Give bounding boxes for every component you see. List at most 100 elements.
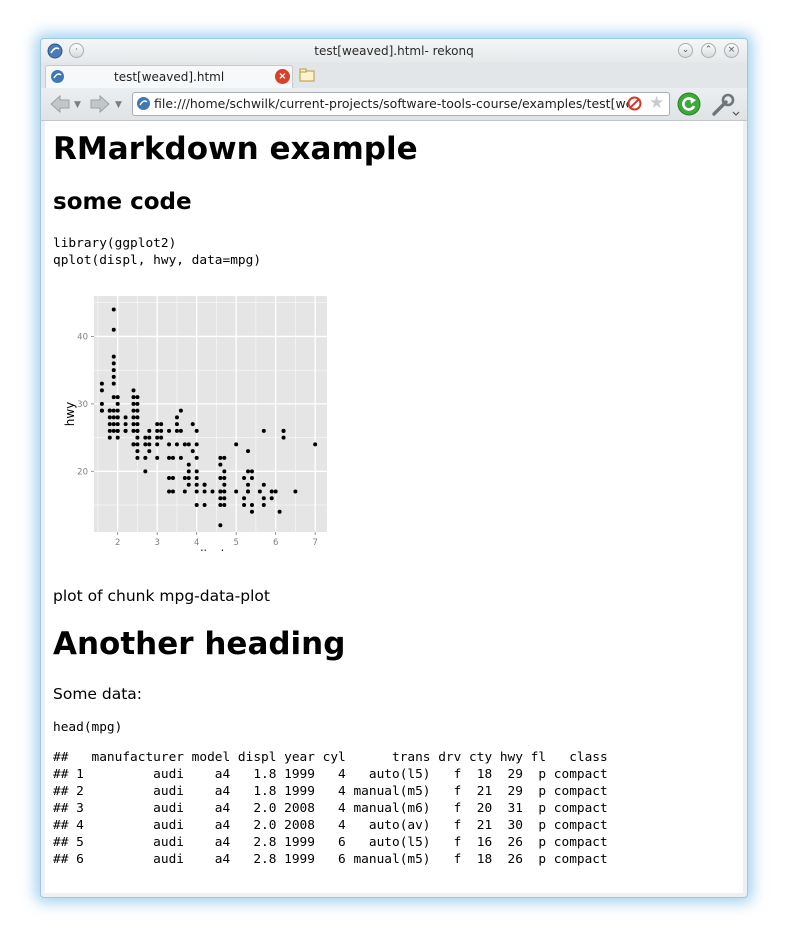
new-tab-icon[interactable] xyxy=(299,68,315,82)
page-content: RMarkdown example some code library(ggpl… xyxy=(45,121,743,893)
data-point xyxy=(222,476,227,481)
data-point xyxy=(123,415,128,420)
data-point xyxy=(269,496,274,501)
data-point xyxy=(261,482,266,487)
data-point xyxy=(111,381,116,386)
scatter-plot: 2 3 4 5 6 7 20 30 40 displ hwy xyxy=(63,296,327,551)
data-point xyxy=(107,428,112,433)
data-point xyxy=(218,455,223,460)
tab-active[interactable]: test[weaved].html × xyxy=(45,65,293,88)
data-point xyxy=(249,476,254,481)
data-point xyxy=(131,408,136,413)
window-menu-button[interactable]: · xyxy=(69,43,84,58)
data-point xyxy=(99,388,104,393)
data-point xyxy=(313,442,318,447)
data-point xyxy=(210,489,215,494)
data-paragraph: Some data: xyxy=(53,685,143,703)
forward-arrow-icon[interactable] xyxy=(89,94,111,114)
data-point xyxy=(194,482,199,487)
data-point xyxy=(194,442,199,447)
data-point xyxy=(135,401,140,406)
tab-close-icon[interactable]: × xyxy=(275,69,290,84)
url-text[interactable]: file:///home/schwilk/current-projects/so… xyxy=(154,96,628,111)
data-point xyxy=(174,442,179,447)
forward-history-chevron-icon[interactable]: ▼ xyxy=(115,100,122,110)
tools-wrench-icon[interactable] xyxy=(711,92,741,118)
data-point xyxy=(249,469,254,474)
x-tick-label: 7 xyxy=(312,538,317,548)
data-point xyxy=(277,509,282,514)
data-point xyxy=(131,388,136,393)
data-point xyxy=(174,415,179,420)
data-point xyxy=(281,428,286,433)
rekonq-app-icon[interactable] xyxy=(47,43,63,59)
data-point xyxy=(218,476,223,481)
maximize-button[interactable]: ⌃ xyxy=(701,43,716,58)
data-point xyxy=(111,374,116,379)
bookmark-star-icon[interactable]: ★ xyxy=(649,93,665,113)
data-point xyxy=(147,428,152,433)
data-point xyxy=(115,422,120,427)
data-point xyxy=(182,442,187,447)
data-point xyxy=(242,496,247,501)
data-point xyxy=(242,503,247,508)
data-point xyxy=(155,422,160,427)
title-bar: · test[weaved].html- rekonq ⌄ ⌃ × xyxy=(41,39,747,63)
back-arrow-icon[interactable] xyxy=(49,94,71,114)
data-point xyxy=(111,327,116,332)
url-bar[interactable]: file:///home/schwilk/current-projects/so… xyxy=(132,92,670,116)
data-point xyxy=(135,449,140,454)
data-point xyxy=(147,435,152,440)
adblock-icon[interactable] xyxy=(627,96,642,111)
x-tick-label: 2 xyxy=(115,538,120,548)
data-point xyxy=(246,489,251,494)
data-point xyxy=(107,415,112,420)
data-point xyxy=(135,428,140,433)
data-point xyxy=(115,428,120,433)
table-output: ## manufacturer model displ year cyl tra… xyxy=(53,750,608,867)
x-tick-label: 4 xyxy=(194,538,199,548)
data-point xyxy=(131,428,136,433)
data-point xyxy=(261,503,266,508)
data-point xyxy=(143,469,148,474)
scatter-points xyxy=(99,307,318,528)
data-point xyxy=(242,476,247,481)
data-point xyxy=(111,428,116,433)
data-point xyxy=(167,455,172,460)
data-point xyxy=(167,428,172,433)
data-point xyxy=(111,368,116,373)
data-point xyxy=(222,489,227,494)
minimize-button[interactable]: ⌄ xyxy=(678,43,693,58)
close-window-button[interactable]: × xyxy=(724,43,739,58)
code-block-plot: library(ggplot2) qplot(displ, hwy, data=… xyxy=(53,236,262,268)
data-point xyxy=(131,395,136,400)
data-point xyxy=(111,395,116,400)
data-point xyxy=(218,503,223,508)
url-favicon-icon xyxy=(137,97,150,110)
data-point xyxy=(155,455,160,460)
data-point xyxy=(293,489,298,494)
data-point xyxy=(190,449,195,454)
data-point xyxy=(281,435,286,440)
back-history-chevron-icon[interactable]: ▼ xyxy=(74,100,81,110)
data-point xyxy=(99,381,104,386)
data-point xyxy=(234,489,239,494)
data-point xyxy=(186,476,191,481)
data-point xyxy=(174,422,179,427)
data-point xyxy=(131,401,136,406)
data-point xyxy=(186,469,191,474)
data-point xyxy=(135,455,140,460)
data-point xyxy=(107,422,112,427)
data-point xyxy=(111,422,116,427)
reload-icon[interactable] xyxy=(677,92,701,116)
data-point xyxy=(257,489,262,494)
data-point xyxy=(107,408,112,413)
data-point xyxy=(273,489,278,494)
window-title: test[weaved].html- rekonq xyxy=(314,44,474,58)
data-point xyxy=(135,415,140,420)
data-point xyxy=(249,503,254,508)
data-point xyxy=(222,469,227,474)
data-point xyxy=(186,442,191,447)
y-tick-label: 30 xyxy=(77,400,88,410)
navigation-toolbar: ▼ ▼ file:///home/schwilk/current-project… xyxy=(41,88,747,121)
